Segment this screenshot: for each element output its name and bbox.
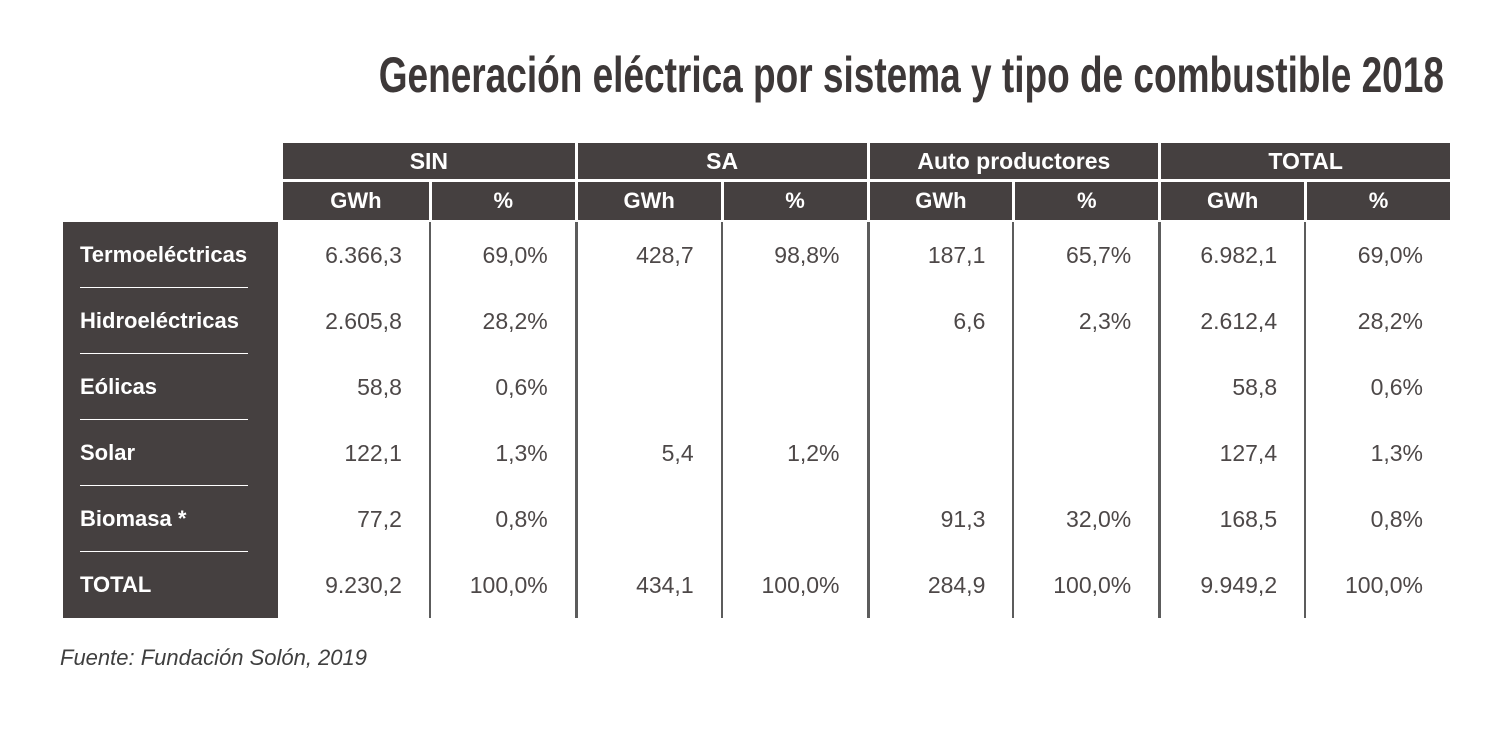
cell-biomasa-sa-gwh <box>574 486 721 552</box>
cell-eolicas-total-pct: 0,6% <box>1304 354 1450 420</box>
cell-hidro-auto-pct: 2,3% <box>1012 288 1158 354</box>
subheader-auto-pct: % <box>1012 182 1159 222</box>
cell-termo-total-pct: 69,0% <box>1304 222 1450 288</box>
group-header-autoproductores: Auto productores <box>866 143 1159 182</box>
header-corner-spacer <box>63 143 283 182</box>
cell-eolicas-sa-pct <box>720 354 867 420</box>
cell-termo-sa-pct: 98,8% <box>720 222 867 288</box>
subheader-total-pct: % <box>1304 182 1450 222</box>
cell-solar-total-pct: 1,3% <box>1304 420 1450 486</box>
cell-termo-auto-pct: 65,7% <box>1012 222 1158 288</box>
row-label-eolicas: Eólicas <box>63 354 283 421</box>
cell-biomasa-total-pct: 0,8% <box>1304 486 1450 552</box>
row-label-termoelectricas: Termoeléctricas <box>63 222 283 289</box>
cell-solar-sin-pct: 1,3% <box>428 420 575 486</box>
cell-total-auto-pct: 100,0% <box>1012 552 1158 618</box>
cell-eolicas-sa-gwh <box>574 354 721 420</box>
row-label-hidroelectricas: Hidroeléctricas <box>63 288 283 355</box>
group-header-sin: SIN <box>283 143 575 182</box>
cell-solar-sin-gwh: 122,1 <box>344 439 402 466</box>
cell-termo-auto-gwh: 187,1 <box>866 222 1013 288</box>
group-header-total: TOTAL <box>1158 143 1450 182</box>
cell-eolicas-sin-gwh: 58,8 <box>357 373 402 400</box>
cell-termo-sin-gwh: 6.366,3 <box>325 241 402 268</box>
cell-biomasa-sin-gwh: 77,2 <box>357 505 402 532</box>
cell-hidro-sa-pct <box>720 288 867 354</box>
cell-total-auto-gwh: 284,9 <box>866 552 1013 618</box>
subheader-sin-gwh: GWh <box>283 182 429 222</box>
cell-solar-auto-gwh <box>866 420 1013 486</box>
cell-termo-sa-gwh: 428,7 <box>574 222 721 288</box>
cell-biomasa-auto-gwh: 91,3 <box>866 486 1013 552</box>
cell-eolicas-sin-pct: 0,6% <box>428 354 575 420</box>
cell-biomasa-auto-pct: 32,0% <box>1012 486 1158 552</box>
subheader-sa-gwh: GWh <box>574 182 721 222</box>
cell-eolicas-total-gwh: 58,8 <box>1158 354 1304 420</box>
cell-hidro-total-gwh: 2.612,4 <box>1158 288 1304 354</box>
cell-hidro-sin-pct: 28,2% <box>428 288 575 354</box>
subheader-total-gwh: GWh <box>1158 182 1305 222</box>
cell-total-sa-pct: 100,0% <box>720 552 867 618</box>
subheader-auto-gwh: GWh <box>866 182 1013 222</box>
subheader-sa-pct: % <box>720 182 867 222</box>
group-header-sa: SA <box>574 143 867 182</box>
cell-total-sin-pct: 100,0% <box>428 552 575 618</box>
cell-biomasa-sin-pct: 0,8% <box>428 486 575 552</box>
cell-termo-sin-pct: 69,0% <box>428 222 575 288</box>
cell-hidro-auto-gwh: 6,6 <box>866 288 1013 354</box>
cell-total-sin-gwh: 9.230,2 <box>325 571 402 598</box>
cell-eolicas-auto-pct <box>1012 354 1158 420</box>
cell-solar-sa-gwh: 5,4 <box>574 420 721 486</box>
cell-solar-total-gwh: 127,4 <box>1158 420 1304 486</box>
cell-solar-sa-pct: 1,2% <box>720 420 867 486</box>
chart-title: Generación eléctrica por sistema y tipo … <box>378 47 1444 103</box>
cell-total-sa-gwh: 434,1 <box>574 552 721 618</box>
cell-eolicas-auto-gwh <box>866 354 1013 420</box>
row-label-biomasa: Biomasa * <box>63 486 283 553</box>
cell-biomasa-sa-pct <box>720 486 867 552</box>
subheader-corner-spacer <box>63 182 283 222</box>
generation-table: SIN SA Auto productores TOTAL GWh % GWh … <box>63 143 1450 618</box>
row-label-solar: Solar <box>63 420 283 487</box>
cell-hidro-sin-gwh: 2.605,8 <box>325 307 402 334</box>
cell-biomasa-total-gwh: 168,5 <box>1158 486 1304 552</box>
cell-total-total-gwh: 9.949,2 <box>1158 552 1304 618</box>
cell-hidro-total-pct: 28,2% <box>1304 288 1450 354</box>
cell-total-total-pct: 100,0% <box>1304 552 1450 618</box>
cell-solar-auto-pct <box>1012 420 1158 486</box>
subheader-sin-pct: % <box>428 182 575 222</box>
source-note: Fuente: Fundación Solón, 2019 <box>60 645 368 670</box>
row-label-total: TOTAL <box>63 552 283 618</box>
cell-termo-total-gwh: 6.982,1 <box>1158 222 1304 288</box>
cell-hidro-sa-gwh <box>574 288 721 354</box>
